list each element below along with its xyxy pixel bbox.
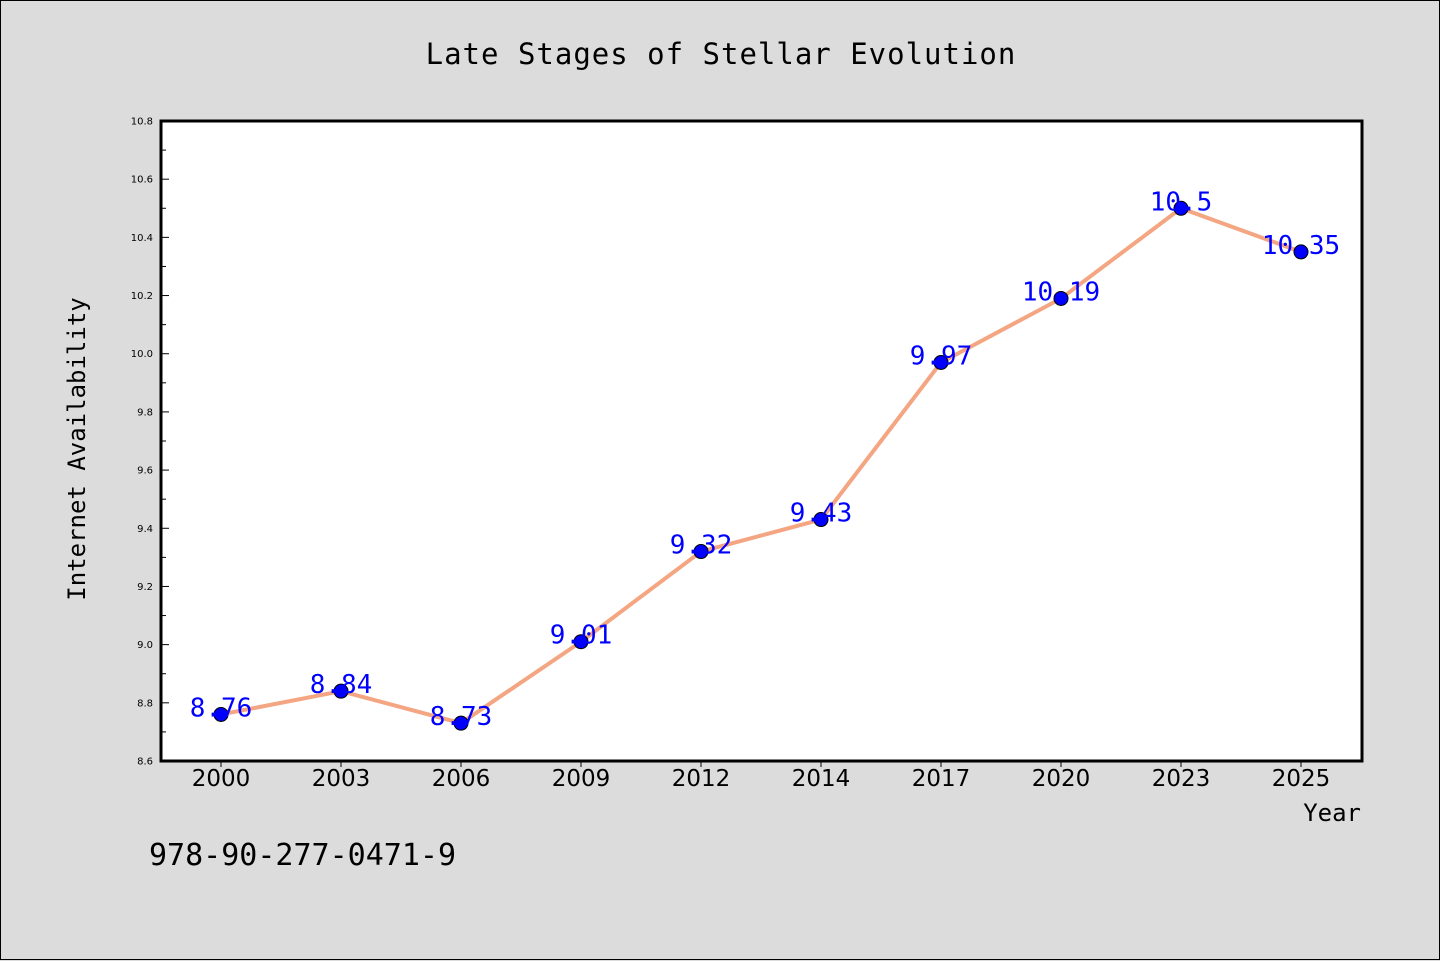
x-tick-label: 2006	[432, 766, 491, 792]
y-tick-label: 8.8	[137, 698, 153, 709]
data-label: 10.35	[1262, 231, 1340, 261]
data-point	[1053, 290, 1069, 306]
chart-title: Late Stages of Stellar Evolution	[426, 37, 1017, 71]
x-tick-label: 2017	[912, 766, 971, 792]
data-label: 8.73	[430, 702, 493, 732]
y-tick-label: 10.8	[131, 117, 153, 128]
x-tick-label: 2000	[192, 766, 251, 792]
y-tick-label: 10.6	[131, 175, 153, 186]
data-label: 9.43	[790, 499, 853, 529]
y-tick-label: 9.4	[137, 524, 153, 535]
series-1: 8.76 8.84 8.73 9.01 9.32 9.43 9.97 10.19 10.5 10.…	[190, 187, 1340, 732]
data-label: 10.19	[1022, 277, 1100, 307]
data-point	[453, 715, 469, 731]
y-tick-label: 10.0	[131, 349, 153, 360]
data-point	[933, 354, 949, 370]
data-point	[693, 544, 709, 560]
data-point	[813, 512, 829, 528]
data-label: 9.01	[550, 621, 613, 651]
data-label: 9.32	[670, 531, 733, 561]
y-tick-label: 8.6	[137, 757, 153, 768]
y-tick-label: 9.6	[137, 466, 153, 477]
y-tick-label: 9.2	[137, 582, 153, 593]
data-point	[1173, 200, 1189, 216]
data-label: 9.97	[910, 341, 973, 371]
x-tick-label: 2020	[1032, 766, 1091, 792]
data-label: 8.76	[190, 693, 253, 723]
data-label: 8.84	[310, 670, 373, 700]
x-tick-label: 2025	[1272, 766, 1331, 792]
x-tick-label: 2003	[312, 766, 371, 792]
y-tick-label: 9.8	[137, 407, 153, 418]
y-axis-label: Internet Availability	[63, 297, 91, 600]
y-axis: 8.6 8.8 9.0 9.2 9.4 9.6 9.8 10.0 10.2 10.4 10.6 10.…	[131, 117, 169, 768]
y-tick-label: 9.0	[137, 640, 153, 651]
y-tick-label: 10.4	[131, 233, 153, 244]
data-point	[1293, 244, 1309, 260]
x-tick-label: 2023	[1152, 766, 1211, 792]
x-axis-label: Year	[1303, 799, 1361, 827]
series-line	[220, 206, 1302, 726]
x-tick-label: 2014	[792, 766, 851, 792]
x-axis: 2000 2003 2006 2009 2012 2014 2017 2020 2023 2025	[192, 761, 1331, 792]
data-label: 10.5	[1150, 187, 1213, 217]
data-point	[573, 634, 589, 650]
x-tick-label: 2009	[552, 766, 611, 792]
plot-area	[159, 119, 1364, 763]
data-point	[213, 706, 229, 722]
x-tick-label: 2012	[672, 766, 731, 792]
data-point	[333, 683, 349, 699]
y-tick-label: 10.2	[131, 291, 153, 302]
footnote-text: 978-90-277-0471-9	[149, 838, 456, 873]
